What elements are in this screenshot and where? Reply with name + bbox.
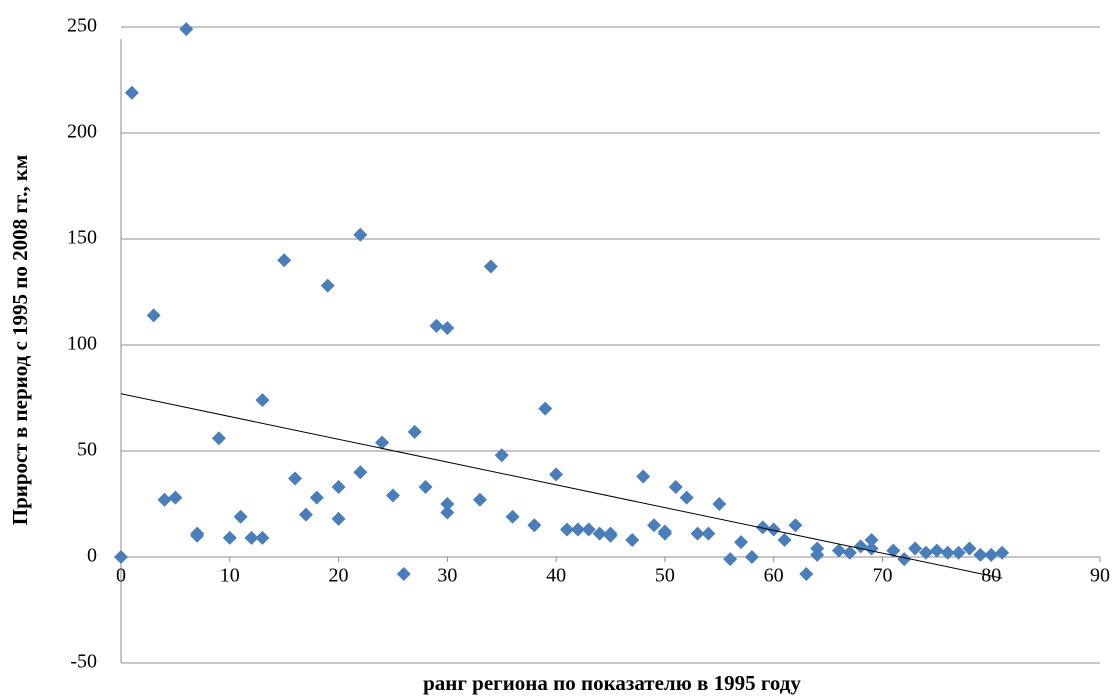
x-axis-title: ранг региона по показателю в 1995 году bbox=[423, 671, 801, 695]
point bbox=[951, 545, 966, 560]
point bbox=[179, 22, 194, 37]
point bbox=[418, 480, 433, 495]
point bbox=[233, 509, 248, 524]
point bbox=[744, 550, 759, 564]
point bbox=[657, 526, 672, 541]
point bbox=[255, 393, 270, 408]
point bbox=[505, 509, 520, 524]
trendline bbox=[120, 393, 1003, 579]
point bbox=[886, 543, 901, 558]
point bbox=[527, 518, 542, 533]
point bbox=[668, 480, 683, 495]
point bbox=[853, 539, 868, 554]
point bbox=[559, 522, 574, 537]
x-tick-label: 70 bbox=[872, 565, 892, 587]
point bbox=[288, 471, 303, 486]
point bbox=[483, 259, 498, 274]
point bbox=[777, 533, 792, 548]
point bbox=[712, 497, 727, 511]
point bbox=[157, 492, 172, 507]
point bbox=[831, 543, 846, 558]
point bbox=[396, 566, 411, 581]
point bbox=[984, 547, 999, 562]
point bbox=[538, 401, 553, 416]
point bbox=[375, 435, 390, 450]
point bbox=[940, 545, 955, 560]
point bbox=[897, 552, 912, 567]
point bbox=[581, 522, 596, 537]
point bbox=[766, 522, 781, 537]
point bbox=[440, 497, 455, 511]
y-tick-label: 100 bbox=[67, 333, 97, 355]
point bbox=[124, 85, 139, 100]
x-tick-label: 50 bbox=[655, 565, 675, 587]
x-tick-label: 40 bbox=[546, 565, 566, 587]
y-tick-label: 150 bbox=[67, 227, 97, 249]
point bbox=[929, 543, 944, 558]
point bbox=[788, 518, 803, 533]
point bbox=[734, 535, 749, 550]
point bbox=[309, 490, 324, 505]
point bbox=[320, 278, 335, 293]
point bbox=[549, 467, 564, 482]
point bbox=[211, 431, 226, 446]
point bbox=[114, 550, 128, 564]
point bbox=[679, 490, 694, 505]
point bbox=[918, 545, 933, 560]
point bbox=[636, 469, 651, 484]
y-axis-title: Прирост в период с 1995 по 2008 гг., км bbox=[8, 155, 32, 526]
y-tick-label: 0 bbox=[87, 545, 97, 567]
point bbox=[353, 227, 368, 242]
y-tick-label: 50 bbox=[77, 439, 97, 461]
point bbox=[625, 533, 640, 548]
point bbox=[331, 480, 346, 495]
point bbox=[799, 566, 814, 581]
point bbox=[440, 321, 455, 336]
point bbox=[146, 308, 161, 323]
point bbox=[995, 545, 1010, 560]
y-tick-label: 250 bbox=[67, 15, 97, 37]
point bbox=[298, 507, 313, 522]
point bbox=[472, 492, 487, 507]
point bbox=[277, 253, 292, 268]
point bbox=[973, 547, 988, 562]
x-tick-label: 30 bbox=[437, 565, 457, 587]
point bbox=[755, 520, 770, 535]
point bbox=[407, 424, 422, 439]
x-tick-label: 90 bbox=[1090, 565, 1110, 587]
x-tick-label: 20 bbox=[329, 565, 349, 587]
point bbox=[440, 505, 455, 520]
point bbox=[570, 522, 585, 537]
point bbox=[842, 545, 857, 560]
point bbox=[603, 528, 618, 543]
y-tick-label: 200 bbox=[67, 121, 97, 143]
point bbox=[810, 547, 825, 562]
point bbox=[353, 465, 368, 480]
x-tick-label: 60 bbox=[764, 565, 784, 587]
point bbox=[701, 526, 716, 541]
point bbox=[190, 528, 205, 543]
point bbox=[962, 541, 977, 556]
y-tick-label: -50 bbox=[70, 651, 97, 673]
point bbox=[429, 318, 444, 333]
point bbox=[255, 530, 270, 545]
point bbox=[908, 541, 923, 556]
x-tick-label: 0 bbox=[116, 565, 126, 587]
point bbox=[690, 526, 705, 541]
point bbox=[592, 526, 607, 541]
point bbox=[222, 530, 237, 545]
point bbox=[723, 552, 738, 567]
point bbox=[647, 518, 662, 533]
point bbox=[168, 490, 183, 505]
point bbox=[494, 448, 509, 463]
x-tick-label: 10 bbox=[220, 565, 240, 587]
point bbox=[331, 511, 346, 526]
point bbox=[864, 533, 879, 548]
point bbox=[244, 530, 259, 545]
point bbox=[385, 488, 400, 503]
point bbox=[864, 541, 879, 556]
